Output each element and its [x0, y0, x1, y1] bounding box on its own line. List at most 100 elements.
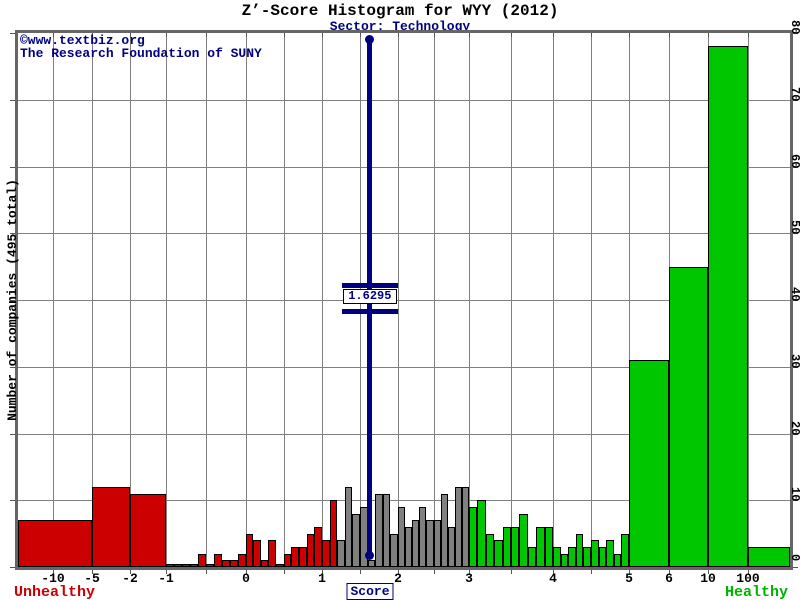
histogram-bar [434, 520, 441, 567]
histogram-bar [708, 46, 748, 567]
y-tick-label: 10 [788, 487, 800, 502]
x-tick-bottom [360, 570, 361, 574]
gridline-horizontal [18, 500, 790, 501]
x-tick-top [206, 33, 207, 37]
histogram-bar [238, 554, 246, 567]
x-tick-bottom [469, 570, 470, 574]
x-tick-top [360, 33, 361, 37]
histogram-bar [576, 534, 583, 567]
x-tick-top [284, 33, 285, 37]
histogram-bar [330, 500, 337, 567]
x-tick-label: -1 [158, 571, 174, 586]
y-tick-left [10, 434, 15, 435]
x-tick-top [130, 33, 131, 37]
histogram-bar [441, 494, 448, 567]
y-tick-left [10, 167, 15, 168]
marker-dot-top [365, 35, 375, 44]
x-tick-bottom [322, 570, 323, 574]
histogram-bar [629, 360, 669, 567]
histogram-bar [214, 554, 222, 567]
y-tick-right [793, 300, 798, 301]
histogram-bar [561, 554, 568, 567]
x-tick-top [748, 33, 749, 37]
y-tick-label: 20 [788, 421, 800, 436]
x-tick-bottom [166, 570, 167, 574]
histogram-bar [222, 560, 230, 567]
histogram-bar [553, 547, 561, 567]
y-tick-right [793, 367, 798, 368]
x-tick-bottom [669, 570, 670, 574]
histogram-bar [268, 540, 276, 567]
x-tick-label: 1 [318, 571, 326, 586]
histogram-bar [314, 527, 322, 567]
x-tick-label: 100 [736, 571, 760, 586]
x-tick-label: 6 [665, 571, 673, 586]
x-tick-bottom [434, 570, 435, 574]
x-tick-bottom [206, 570, 207, 574]
x-tick-bottom [708, 570, 709, 574]
x-tick-bottom [511, 570, 512, 574]
x-tick-bottom [246, 570, 247, 574]
x-tick-label: 5 [625, 571, 633, 586]
gridline-horizontal [18, 233, 790, 234]
histogram-bar [419, 507, 426, 567]
histogram-bar [455, 487, 462, 567]
histogram-bar [405, 527, 412, 567]
histogram-bar [246, 534, 253, 567]
histogram-bar [390, 534, 398, 567]
x-tick-bottom [92, 570, 93, 574]
x-tick-top [92, 33, 93, 37]
x-tick-label: -2 [122, 571, 138, 586]
watermark: ©www.textbiz.org The Research Foundation… [20, 34, 262, 60]
y-tick-left [10, 100, 15, 101]
x-tick-label: 3 [465, 571, 473, 586]
y-tick-right [793, 167, 798, 168]
histogram-bar [503, 527, 511, 567]
gridline-vertical [469, 33, 470, 567]
y-tick-right [793, 100, 798, 101]
histogram-bar [614, 554, 621, 567]
y-tick-left [10, 300, 15, 301]
x-tick-top [322, 33, 323, 37]
histogram-bar [426, 520, 434, 567]
gridline-horizontal [18, 300, 790, 301]
histogram-bar [130, 494, 166, 567]
x-tick-label: 0 [242, 571, 250, 586]
gridline-vertical [398, 33, 399, 567]
histogram-bar [92, 487, 130, 567]
histogram-bar [368, 560, 375, 567]
x-tick-bottom [591, 570, 592, 574]
gridline-horizontal [18, 167, 790, 168]
x-tick-top [629, 33, 630, 37]
histogram-bar [299, 547, 307, 567]
histogram-bar [412, 520, 419, 567]
histogram-bar [253, 540, 261, 567]
y-tick-label: 80 [788, 20, 800, 35]
histogram-bar [206, 564, 214, 567]
histogram-bar [383, 494, 390, 567]
plot-area: 1.6295 [15, 30, 793, 570]
x-tick-bottom [398, 570, 399, 574]
x-axis-title-score: Score [346, 583, 394, 600]
watermark-link[interactable]: ©www.textbiz.org [20, 33, 145, 48]
x-tick-top [434, 33, 435, 37]
y-tick-left [10, 500, 15, 501]
x-tick-top [708, 33, 709, 37]
histogram-bar [511, 527, 519, 567]
y-tick-right [793, 33, 798, 34]
healthy-label: Healthy [724, 584, 788, 600]
gridline-vertical [553, 33, 554, 567]
gridline-vertical [166, 33, 167, 567]
y-tick-right [793, 233, 798, 234]
x-tick-top [591, 33, 592, 37]
histogram-bar [284, 554, 291, 567]
histogram-bar [352, 514, 360, 567]
gridline-vertical [206, 33, 207, 567]
gridline-vertical [748, 33, 749, 567]
y-tick-label: 70 [788, 87, 800, 102]
histogram-bar [591, 540, 599, 567]
x-tick-label: 4 [549, 571, 557, 586]
histogram-bar [345, 487, 352, 567]
histogram-bar [182, 564, 190, 567]
y-tick-label: 50 [788, 220, 800, 235]
